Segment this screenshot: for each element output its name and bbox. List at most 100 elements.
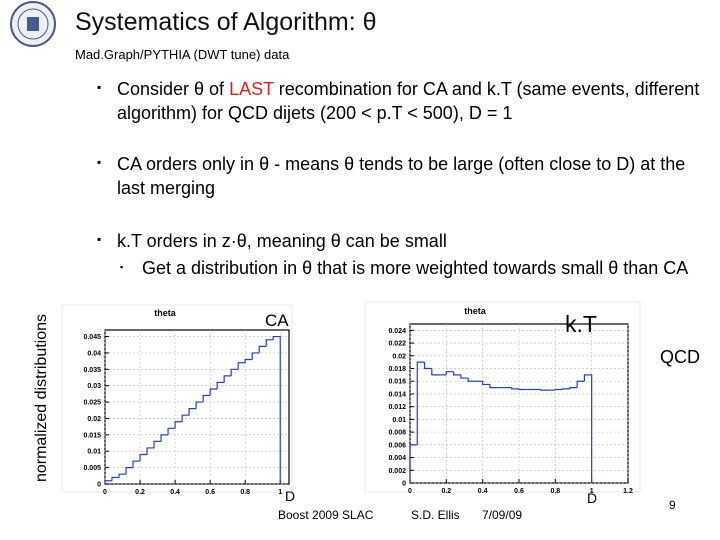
- histogram-bin: [272, 335, 281, 484]
- histogram-bin: [111, 476, 120, 481]
- histogram-bin: [216, 381, 225, 389]
- histogram-bin: [104, 480, 113, 484]
- histogram-bin: [251, 352, 260, 360]
- subtitle: Mad.Graph/PYTHIA (DWT tune) data: [75, 47, 290, 62]
- bullet-marker: ▪: [97, 155, 102, 169]
- y-tick-label: 0: [97, 482, 101, 489]
- page-number: 9: [669, 498, 676, 512]
- y-tick-label: 0.008: [388, 430, 406, 437]
- histogram-bin: [431, 368, 440, 376]
- histogram: theta 0 0.002 0.004 0.006 0.008 0.01 0.012 0.014…: [364, 301, 641, 495]
- y-tick-label: 0: [402, 481, 406, 488]
- y-tick-label: 0.012: [388, 404, 406, 411]
- histogram-bin: [482, 381, 490, 386]
- bullet: k.T orders in z·θ, meaning θ can be smal…: [117, 229, 707, 253]
- y-tick-label: 0.01: [392, 417, 406, 424]
- footer-date: 7/09/09: [482, 508, 523, 522]
- bullet-text: Consider θ of: [117, 79, 230, 99]
- label-qcd: QCD: [660, 347, 700, 367]
- histogram-bin: [460, 374, 469, 379]
- histogram-bin: [209, 388, 218, 396]
- sub-bullet-marker: ▪: [120, 262, 124, 272]
- histogram-bin: [416, 361, 425, 445]
- y-tick-label: 0.02: [392, 353, 406, 360]
- x-tick-label: 0.6: [205, 489, 215, 496]
- histogram-bin: [576, 380, 585, 388]
- y-tick-label: 0.01: [87, 449, 101, 456]
- x-tick-label: 0: [408, 488, 412, 495]
- bullet-marker: ▪: [97, 232, 102, 246]
- y-tick-label: 0.018: [388, 366, 406, 373]
- histogram-bin: [230, 368, 239, 376]
- x-tick-label: 1: [278, 489, 282, 496]
- histogram-bin: [445, 371, 454, 375]
- bullet-text: recombination for CA and k.T (same event…: [117, 79, 700, 123]
- histogram-bin: [237, 362, 246, 370]
- y-tick-label: 0.035: [83, 367, 101, 374]
- y-tick-label: 0.005: [83, 465, 101, 472]
- histogram-bin: [132, 460, 141, 468]
- x-tick-label: 1.2: [623, 488, 633, 495]
- histogram-bin: [265, 339, 274, 347]
- histogram-bin: [554, 388, 563, 391]
- histogram-title: theta: [464, 306, 486, 316]
- histogram: theta 0 0.005 0.01 0.015 0.02 0.025 0.03 0.035 0.…: [61, 304, 293, 496]
- histogram-bin: [160, 434, 169, 442]
- x-tick-label: 1: [590, 488, 594, 495]
- x-tick-label: 0.4: [478, 488, 488, 495]
- x-tick-label: 0.2: [135, 489, 145, 496]
- histogram-bin: [583, 374, 593, 483]
- histogram-bin: [562, 388, 570, 390]
- y-tick-label: 0.004: [388, 455, 406, 462]
- histogram-bin: [139, 453, 148, 462]
- histogram-bin: [118, 473, 127, 478]
- histogram-bin: [174, 421, 183, 429]
- y-tick-label: 0.015: [83, 432, 101, 439]
- y-tick-label: 0.016: [388, 379, 406, 386]
- label-d: D: [587, 490, 598, 506]
- y-tick-label: 0.02: [87, 416, 101, 423]
- histogram-bin: [153, 440, 162, 448]
- bullet: Consider θ of LAST recombination for CA …: [117, 77, 707, 125]
- histogram-bin: [518, 388, 527, 391]
- histogram-bin: [181, 414, 190, 422]
- logo: [10, 1, 56, 47]
- histogram-bin: [195, 401, 204, 409]
- bullet: CA orders only in θ - means θ tends to b…: [117, 152, 707, 200]
- footer-event: Boost 2009 SLAC: [278, 508, 374, 522]
- y-axis-label: normalized distributions: [33, 313, 50, 483]
- histogram-bin: [244, 358, 253, 363]
- title: Systematics of Algorithm: θ: [75, 8, 377, 36]
- bullet-marker: ▪: [97, 80, 102, 94]
- y-tick-label: 0.024: [388, 328, 406, 335]
- y-tick-label: 0.002: [388, 468, 406, 475]
- histogram-bin: [167, 427, 176, 435]
- label-ca: CA: [265, 311, 289, 330]
- y-tick-label: 0.045: [83, 334, 101, 341]
- histogram-bin: [258, 345, 267, 353]
- histogram-bin: [540, 389, 549, 391]
- footer-author: S.D. Ellis: [411, 508, 460, 522]
- histogram-bin: [467, 378, 476, 382]
- x-tick-label: 0.8: [550, 488, 560, 495]
- histogram-title: theta: [154, 308, 176, 318]
- histogram-bin: [188, 408, 197, 416]
- y-tick-label: 0.014: [388, 391, 406, 398]
- histogram-bin: [569, 387, 578, 389]
- histogram-bin: [489, 384, 498, 389]
- histogram-bin: [125, 467, 134, 475]
- y-tick-label: 0.006: [388, 442, 406, 449]
- x-tick-label: 0: [103, 489, 107, 496]
- label-kt: k.T: [565, 311, 597, 337]
- histogram-bin: [202, 394, 211, 403]
- histogram-bin: [409, 444, 418, 483]
- bullet-text: CA orders only in θ - means θ tends to b…: [117, 154, 686, 198]
- x-tick-label: 0.6: [514, 488, 524, 495]
- histogram-bin: [423, 362, 432, 370]
- sub-bullet: Get a distribution in θ that is more wei…: [142, 258, 689, 278]
- plot-area: [409, 323, 629, 484]
- label-d: D: [285, 488, 296, 504]
- histogram-bin: [511, 387, 519, 390]
- x-tick-label: 0.2: [441, 488, 451, 495]
